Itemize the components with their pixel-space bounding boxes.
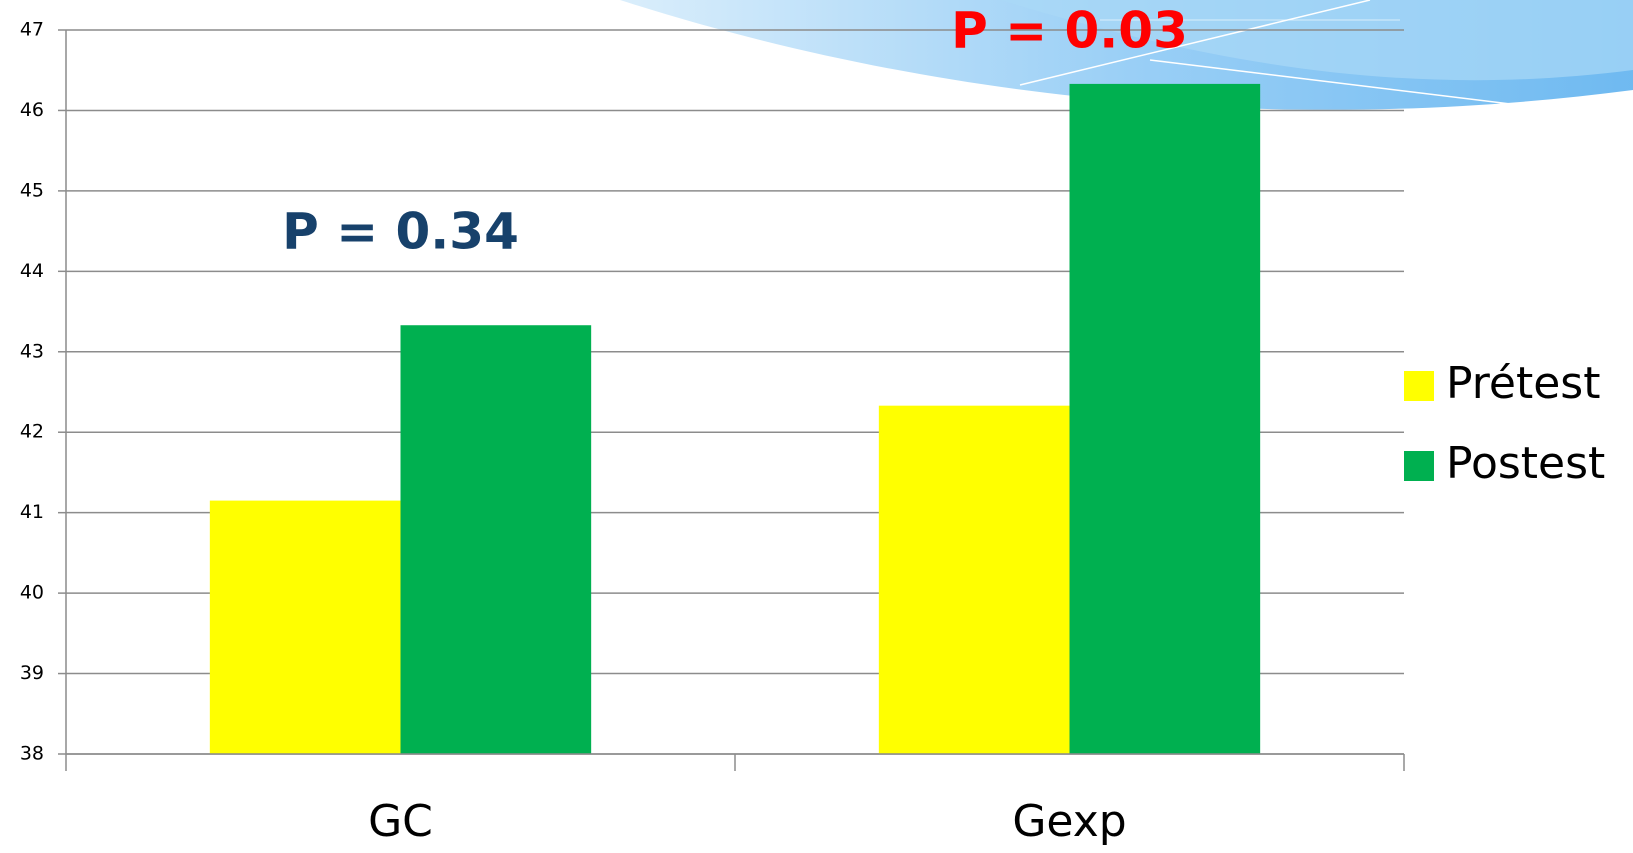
legend-swatch [1404,371,1434,401]
y-tick-label: 38 [20,743,44,765]
y-tick-label: 41 [20,501,44,523]
y-tick-label: 46 [20,99,44,121]
plot-area: 38 39 40 41 42 43 44 45 46 47 GC Gexp P = 0.34 P = 0.… [20,2,1606,848]
bar [1069,83,1261,755]
x-tick-label: GC [368,796,433,847]
y-tick-label: 39 [20,662,44,684]
y-tick-label: 45 [20,179,44,201]
y-tick-label: 44 [20,260,44,282]
legend-swatch [1404,451,1434,481]
bar [400,325,592,754]
decoration [620,0,1633,111]
y-tick-label: 43 [20,340,44,362]
x-tick-label: Gexp [1012,796,1126,847]
y-tick-label: 47 [20,19,44,41]
legend-label: Prétest [1446,358,1600,409]
y-tick-label: 42 [20,421,44,443]
annotation: P = 0.03 [951,2,1188,60]
y-tick-label: 40 [20,582,44,604]
annotation: P = 0.34 [282,203,519,261]
bar [878,405,1070,754]
bar [209,500,401,754]
legend-label: Postest [1446,438,1605,489]
